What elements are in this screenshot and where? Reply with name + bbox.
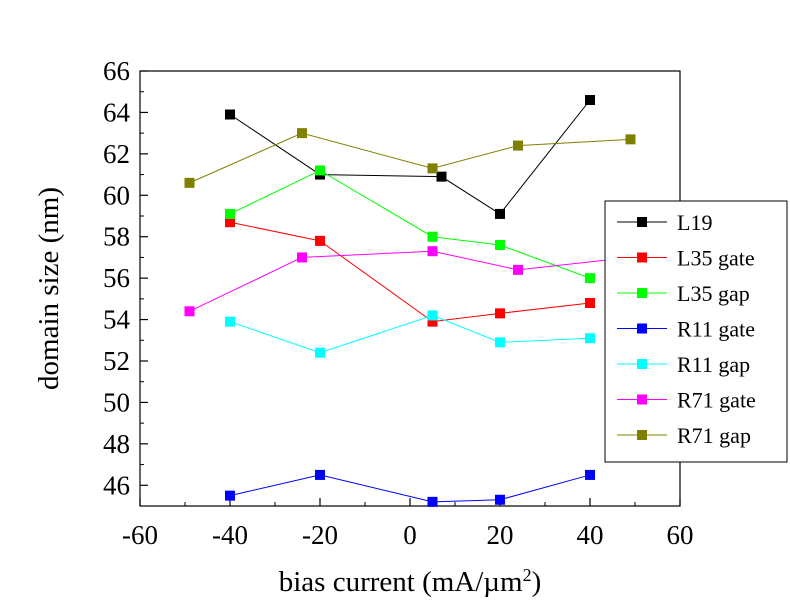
data-point <box>225 217 235 228</box>
data-point <box>427 231 438 242</box>
y-tick-label: 62 <box>103 139 130 169</box>
x-tick-label: 40 <box>577 520 604 550</box>
x-axis-title-base: bias current (mA/µm <box>279 566 523 598</box>
legend-marker <box>637 252 647 263</box>
data-point <box>315 165 325 176</box>
series-line <box>229 314 591 354</box>
data-point <box>427 316 438 327</box>
axis-ticks <box>139 70 681 507</box>
x-tick-label: -20 <box>302 520 338 550</box>
y-tick-label: 64 <box>103 97 131 127</box>
data-point <box>495 494 505 505</box>
data-point <box>225 316 235 327</box>
data-point <box>585 333 595 344</box>
series-group <box>184 95 636 507</box>
x-tick-label: 60 <box>667 520 694 550</box>
data-point <box>585 273 595 284</box>
legend-marker <box>637 394 647 405</box>
y-tick-label: 48 <box>103 429 130 459</box>
data-point <box>495 308 505 319</box>
legend-item: L19 <box>617 210 712 235</box>
legend-item: R71 gate <box>617 388 756 413</box>
data-point <box>513 140 523 151</box>
x-tick-label: 20 <box>487 520 514 550</box>
y-axis-title: domain size (nm) <box>33 187 65 390</box>
series-line <box>229 221 591 323</box>
data-point <box>495 337 505 348</box>
data-point <box>225 109 235 120</box>
data-point <box>315 469 325 480</box>
data-point <box>495 208 505 219</box>
legend-label: L19 <box>677 210 712 235</box>
legend-label: L35 gate <box>677 246 755 271</box>
y-tick-label: 54 <box>103 305 131 335</box>
data-point <box>495 240 505 250</box>
data-point <box>436 171 447 182</box>
legend: L19 L35 gate L35 gap R11 gate R11 gap R71 gat… <box>604 200 788 463</box>
data-point <box>427 310 438 321</box>
series <box>225 469 595 507</box>
x-tick-label: -60 <box>122 520 158 550</box>
series <box>225 310 595 358</box>
data-point <box>513 264 523 275</box>
legend-item: R11 gap <box>617 352 750 377</box>
data-point <box>585 298 595 308</box>
data-point <box>315 235 325 246</box>
x-axis-title-superscript: 2 <box>523 565 532 585</box>
series-line <box>229 169 591 279</box>
series-line <box>189 132 631 184</box>
y-tick-label: 66 <box>103 56 130 86</box>
series <box>225 95 595 219</box>
data-point <box>184 177 195 188</box>
axis-tick-labels: -60 -40 -20 0 20 40 60 46 48 50 52 54 56 58 60 62 64 66 <box>103 56 694 550</box>
data-point <box>427 246 438 257</box>
legend-box <box>604 200 788 463</box>
legend-label: L35 gap <box>677 281 750 306</box>
legend-marker <box>637 288 647 298</box>
y-tick-label: 60 <box>103 180 130 210</box>
series-line <box>189 250 631 312</box>
data-point <box>184 306 195 317</box>
legend-label: R11 gap <box>677 352 750 377</box>
data-point <box>585 469 595 480</box>
series-line <box>229 99 591 215</box>
data-point <box>225 208 235 219</box>
legend-label: R71 gate <box>677 388 756 413</box>
y-tick-label: 50 <box>103 387 130 417</box>
data-point <box>297 252 307 263</box>
data-point <box>225 490 235 501</box>
y-tick-label: 56 <box>103 263 130 293</box>
data-point <box>427 163 438 174</box>
data-point <box>585 95 595 105</box>
legend-item: L35 gate <box>617 246 755 271</box>
x-tick-label: 0 <box>403 520 417 550</box>
legend-marker <box>637 430 647 440</box>
data-point <box>297 128 307 139</box>
legend-marker <box>637 323 647 334</box>
x-axis-title: bias current (mA/µm2) <box>279 565 541 598</box>
series <box>225 165 595 284</box>
x-tick-label: -40 <box>212 520 248 550</box>
series-line <box>229 474 591 503</box>
legend-label: R11 gate <box>677 317 755 342</box>
y-tick-label: 46 <box>103 470 130 500</box>
data-point <box>625 134 636 145</box>
plot-area <box>139 70 681 507</box>
data-point <box>315 347 325 358</box>
data-point <box>427 496 438 507</box>
x-axis-title-close: ) <box>532 566 542 598</box>
legend-marker <box>637 217 647 227</box>
series <box>225 217 595 327</box>
legend-marker <box>637 359 647 369</box>
legend-label: R71 gap <box>677 423 751 448</box>
legend-item: R71 gap <box>617 423 751 448</box>
y-tick-label: 58 <box>103 222 130 252</box>
legend-item: L35 gap <box>617 281 750 306</box>
series <box>184 128 636 188</box>
plot-frame <box>139 70 681 507</box>
legend-item: R11 gate <box>617 317 755 342</box>
y-tick-label: 52 <box>103 346 130 376</box>
